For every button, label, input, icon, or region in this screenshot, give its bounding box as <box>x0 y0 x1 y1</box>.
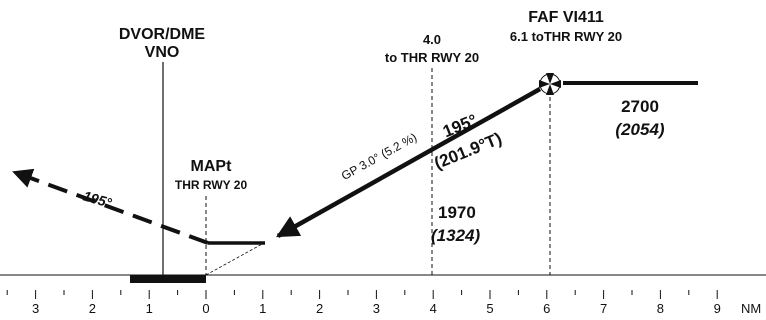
axis-tick-label: 3 <box>32 301 39 316</box>
missed-approach-path <box>12 168 209 245</box>
axis-tick-label: 8 <box>657 301 664 316</box>
faf-height: (2054) <box>615 120 664 139</box>
faf-distance: 6.1 toTHR RWY 20 <box>510 29 622 44</box>
navaid-name-line2: VNO <box>145 44 180 61</box>
faf-fix-icon <box>539 73 561 95</box>
mapt-threshold-label: THR RWY 20 <box>175 178 248 192</box>
axis-tick-label: 6 <box>543 301 550 316</box>
navaid-name-line1: DVOR/DME <box>119 26 206 43</box>
faf-altitude: 2700 <box>621 97 659 116</box>
fix-4nm-distance: 4.0 <box>423 32 441 47</box>
axis-tick-label: 1 <box>146 301 153 316</box>
axis-unit-label: NM <box>741 301 761 316</box>
axis-tick-label: 2 <box>316 301 323 316</box>
glidepath-extension-line <box>205 242 265 276</box>
final-track-true: (201.9°T) <box>431 129 504 173</box>
axis-tick-label: 0 <box>202 301 209 316</box>
faf-name: FAF VI411 <box>528 9 604 26</box>
axis-tick-label: 1 <box>259 301 266 316</box>
axis-tick-label: 2 <box>89 301 96 316</box>
fix-4nm-altitude: 1970 <box>438 203 476 222</box>
final-track-magnetic: 195° <box>440 110 480 141</box>
mapt-label: MAPt <box>191 158 233 175</box>
final-approach-path <box>276 87 542 238</box>
axis-tick-label: 7 <box>600 301 607 316</box>
missed-track-label: 195° <box>81 188 114 211</box>
axis-tick-label: 5 <box>486 301 493 316</box>
distance-axis: 3 2 1 0 1 2 3 4 5 6 7 8 9 <box>6 290 721 316</box>
axis-tick-label: 4 <box>430 301 437 316</box>
fix-4nm-height: (1324) <box>431 226 480 245</box>
axis-tick-label: 9 <box>714 301 721 316</box>
runway-bar <box>130 275 206 283</box>
glidepath-label: GP 3.0° (5.2 %) <box>339 130 419 183</box>
axis-tick-label: 3 <box>373 301 380 316</box>
fix-4nm-reference: to THR RWY 20 <box>385 50 479 65</box>
